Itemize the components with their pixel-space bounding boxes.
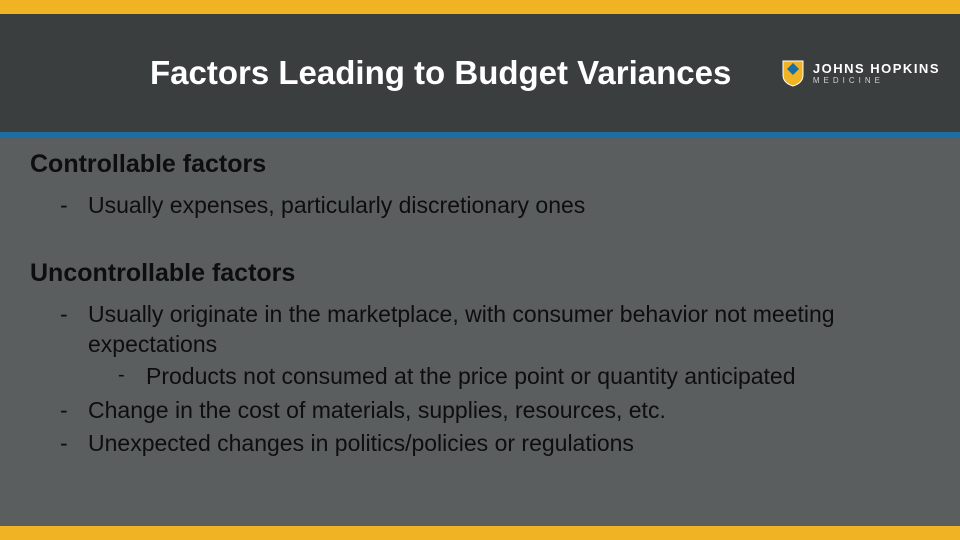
bullet-sublist: Products not consumed at the price point…	[88, 362, 930, 392]
list-item-text: Products not consumed at the price point…	[146, 363, 796, 389]
list-item-text: Usually originate in the marketplace, wi…	[88, 301, 835, 357]
top-accent-bar	[0, 0, 960, 14]
brand-logo: JOHNS HOPKINS MEDICINE	[781, 59, 940, 87]
slide-content: Controllable factors Usually expenses, p…	[30, 150, 930, 522]
brand-name: JOHNS HOPKINS	[813, 62, 940, 75]
bullet-list: Usually originate in the marketplace, wi…	[30, 300, 930, 459]
shield-icon	[781, 59, 805, 87]
list-item-text: Usually expenses, particularly discretio…	[88, 192, 585, 218]
list-item-text: Change in the cost of materials, supplie…	[88, 397, 666, 423]
brand-text: JOHNS HOPKINS MEDICINE	[813, 62, 940, 85]
section-heading: Controllable factors	[30, 150, 930, 179]
list-subitem: Products not consumed at the price point…	[118, 362, 930, 392]
list-item: Usually originate in the marketplace, wi…	[60, 300, 930, 392]
list-item: Change in the cost of materials, supplie…	[60, 396, 930, 426]
bottom-accent-bar	[0, 526, 960, 540]
brand-subtitle: MEDICINE	[813, 77, 940, 85]
title-underline	[0, 132, 960, 138]
list-item: Unexpected changes in politics/policies …	[60, 429, 930, 459]
title-band: Factors Leading to Budget Variances JOHN…	[0, 14, 960, 132]
list-item: Usually expenses, particularly discretio…	[60, 191, 930, 221]
list-item-text: Unexpected changes in politics/policies …	[88, 430, 634, 456]
slide-title: Factors Leading to Budget Variances	[150, 54, 731, 92]
bullet-list: Usually expenses, particularly discretio…	[30, 191, 930, 221]
section-heading: Uncontrollable factors	[30, 259, 930, 288]
